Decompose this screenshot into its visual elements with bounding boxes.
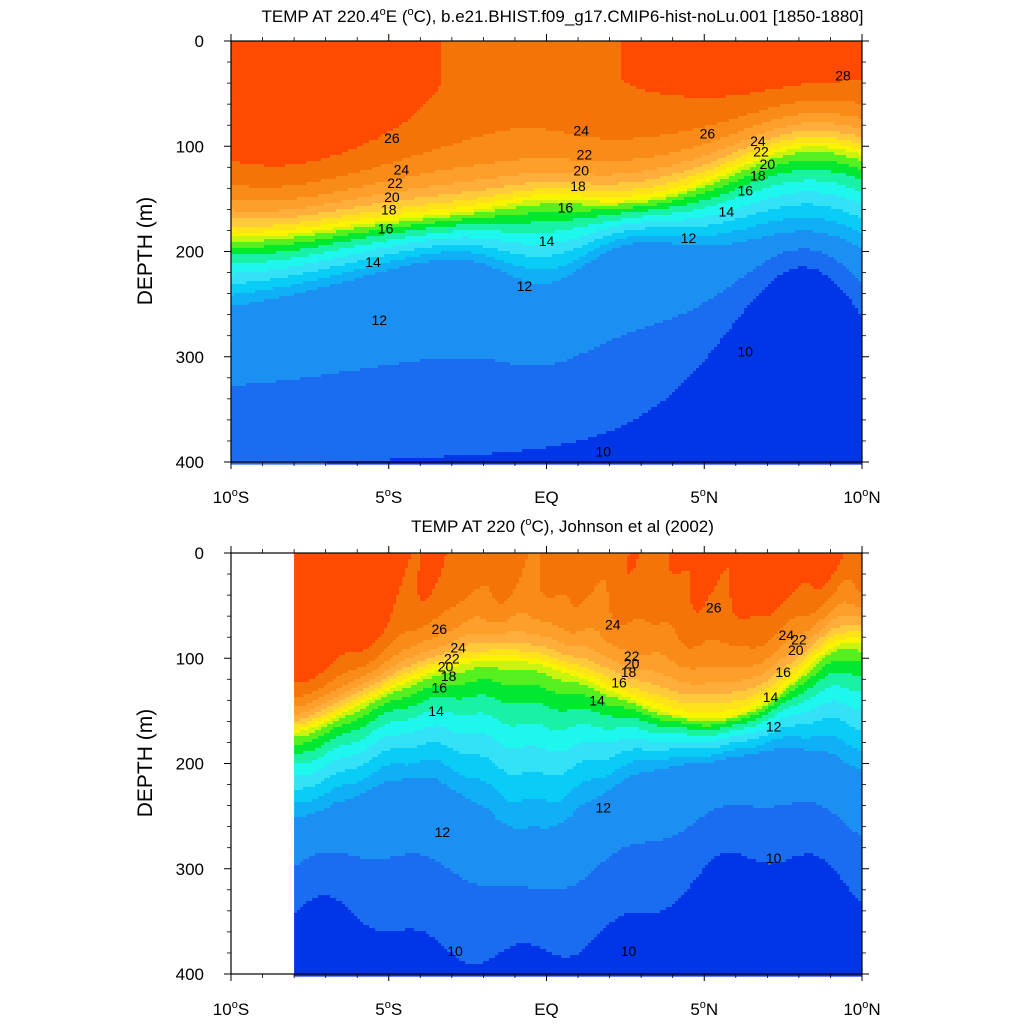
contour-label: 24 <box>750 133 766 149</box>
contour-label: 10 <box>596 443 612 459</box>
x-tick-label: 5oN <box>690 999 718 1019</box>
contour-fill <box>294 553 863 977</box>
x-tick-label: 5oN <box>690 487 718 507</box>
contour-label: 10 <box>737 343 753 359</box>
contour-label: 12 <box>435 824 451 840</box>
contour-label: 18 <box>381 201 397 217</box>
contour-label: 16 <box>775 664 791 680</box>
contour-label: 14 <box>428 703 444 719</box>
contour-label: 14 <box>589 692 605 708</box>
contour-label: 14 <box>365 254 381 270</box>
contour-fill <box>231 41 862 465</box>
contour-label: 26 <box>700 126 716 142</box>
contour-label: 24 <box>450 640 466 656</box>
x-tick-label: 10oS <box>213 487 249 507</box>
contour-label: 22 <box>753 144 769 160</box>
contour-label: 20 <box>573 162 589 178</box>
contour-label: 20 <box>788 642 804 658</box>
contour-label: 16 <box>378 220 394 236</box>
contour-label: 22 <box>577 147 593 163</box>
bottom-panel: 0 100 200 300 400 10oS 5oS EQ 5oN 10oN TEMP AT 220… <box>134 516 881 1019</box>
x-tick-label: 10oN <box>843 487 880 507</box>
contour-label: 24 <box>778 627 794 643</box>
contour-label: 10 <box>447 943 463 959</box>
x-tick-label: 5oS <box>375 487 402 507</box>
x-tick-label: 10oS <box>213 999 249 1019</box>
contour-label: 18 <box>750 168 766 184</box>
y-tick-label: 100 <box>176 137 204 156</box>
contour-label: 14 <box>719 204 735 220</box>
y-tick-label: 400 <box>176 965 204 984</box>
contour-label: 16 <box>431 680 447 696</box>
contour-label: 20 <box>624 656 640 672</box>
chart-title: TEMP AT 220.4oE (oC), b.e21.BHIST.f09_g1… <box>262 6 864 26</box>
contour-label: 18 <box>621 664 637 680</box>
contour-label: 14 <box>763 689 779 705</box>
contour-label: 10 <box>766 850 782 866</box>
y-axis-label: DEPTH (m) <box>134 709 157 818</box>
y-tick-label: 0 <box>195 544 204 563</box>
contour-label: 24 <box>573 122 589 138</box>
contour-label: 22 <box>387 175 403 191</box>
contour-label: 16 <box>558 199 574 215</box>
x-tick-label: EQ <box>534 1000 559 1019</box>
x-tick-label: EQ <box>534 488 559 507</box>
y-axis-label: DEPTH (m) <box>134 197 157 306</box>
contour-label: 24 <box>605 617 621 633</box>
contour-label: 26 <box>384 130 400 146</box>
contour-label: 12 <box>766 719 782 735</box>
x-tick-label: 5oS <box>375 999 402 1019</box>
contour-label: 14 <box>539 233 555 249</box>
contour-label: 12 <box>517 278 533 294</box>
y-tick-label: 0 <box>195 32 204 51</box>
contour-label: 24 <box>394 161 410 177</box>
contour-label: 22 <box>624 648 640 664</box>
y-tick-label: 200 <box>176 243 204 262</box>
contour-label: 20 <box>384 189 400 205</box>
contour-label: 12 <box>596 800 612 816</box>
contour-label: 16 <box>737 182 753 198</box>
y-tick-label: 300 <box>176 348 204 367</box>
contour-label: 20 <box>760 156 776 172</box>
contour-label: 18 <box>570 178 586 194</box>
x-tick-label: 10oN <box>843 999 880 1019</box>
contour-label: 12 <box>371 312 387 328</box>
top-panel: 0 100 200 300 400 10oS 5oS EQ 5oN 10oN TEMP AT 220… <box>134 6 881 507</box>
contour-label: 26 <box>706 600 722 616</box>
contour-label: 26 <box>431 621 447 637</box>
contour-label: 28 <box>835 68 851 84</box>
y-tick-label: 400 <box>176 453 204 472</box>
contour-label: 10 <box>621 943 637 959</box>
y-tick-label: 200 <box>176 755 204 774</box>
contour-label: 22 <box>791 631 807 647</box>
y-tick-label: 100 <box>176 649 204 668</box>
y-tick-label: 300 <box>176 860 204 879</box>
contour-label: 12 <box>681 230 697 246</box>
contour-label: 18 <box>441 668 457 684</box>
contour-label: 20 <box>438 659 454 675</box>
contour-label: 16 <box>611 674 627 690</box>
contour-label: 22 <box>444 650 460 666</box>
chart-title: TEMP AT 220 (oC), Johnson et al (2002) <box>411 516 714 536</box>
